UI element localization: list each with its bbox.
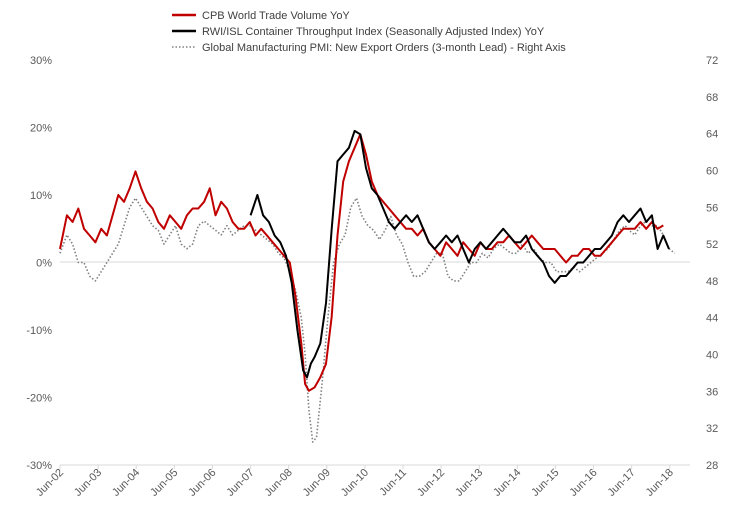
left-tick-label: -20%	[26, 393, 52, 405]
right-tick-label: 60	[706, 165, 718, 177]
left-tick-label: -30%	[26, 460, 52, 472]
right-tick-label: 72	[706, 55, 718, 67]
right-tick-label: 68	[706, 92, 718, 104]
right-tick-label: 48	[706, 276, 718, 288]
right-axis-ticks: 72 68 64 60 56 52 48 44 40 36 32 28	[706, 55, 718, 472]
right-tick-label: 32	[706, 423, 718, 435]
right-tick-label: 52	[706, 239, 718, 251]
left-tick-label: 0%	[36, 258, 52, 270]
left-tick-label: 20%	[30, 123, 52, 135]
legend: CPB World Trade Volume YoY RWI/ISL Conta…	[172, 10, 566, 54]
right-tick-label: 44	[706, 313, 718, 325]
left-axis-ticks: 30% 20% 10% 0% -10% -20% -30%	[26, 55, 52, 472]
right-tick-label: 64	[706, 129, 718, 141]
series-layer	[59, 129, 676, 443]
legend-label-rwi: RWI/ISL Container Throughput Index (Seas…	[202, 26, 545, 38]
right-tick-label: 36	[706, 386, 718, 398]
right-tick-label: 56	[706, 202, 718, 214]
legend-label-pmi: Global Manufacturing PMI: New Export Ord…	[202, 42, 566, 54]
right-tick-label: 40	[706, 350, 718, 362]
right-tick-label: 28	[706, 460, 718, 472]
left-tick-label: -10%	[26, 325, 52, 337]
series-line-1	[249, 129, 670, 379]
legend-label-cpb: CPB World Trade Volume YoY	[202, 10, 350, 22]
left-tick-label: 30%	[30, 55, 52, 67]
left-tick-label: 10%	[30, 190, 52, 202]
